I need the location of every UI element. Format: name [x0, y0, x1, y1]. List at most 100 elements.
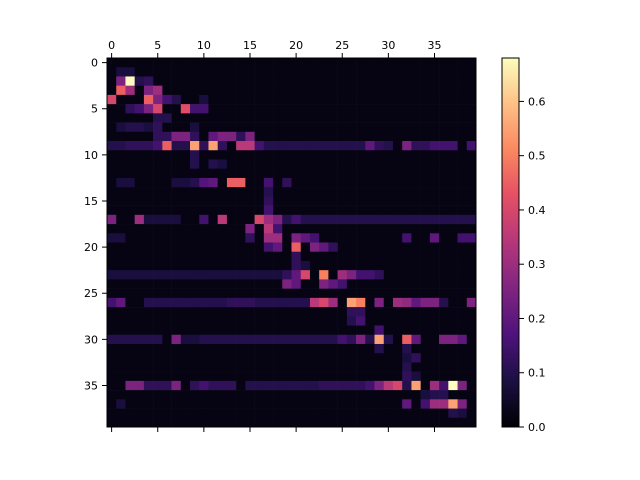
heatmap-cell [107, 325, 117, 336]
heatmap-cell [365, 187, 375, 197]
heatmap-cell [300, 67, 311, 77]
heatmap-cell [420, 316, 431, 326]
heatmap-cell [143, 196, 154, 206]
heatmap-cell [328, 150, 338, 160]
heatmap-cell [245, 279, 255, 289]
heatmap-cell [328, 325, 338, 336]
heatmap-cell [300, 131, 311, 142]
heatmap-cell [309, 187, 320, 197]
heatmap-cell [383, 58, 394, 68]
heatmap-cell [291, 58, 302, 68]
heatmap-cell [162, 297, 172, 308]
heatmap-cell [116, 297, 126, 308]
heatmap-cell [116, 196, 126, 206]
heatmap-cell [466, 362, 477, 372]
heatmap-cell [411, 260, 421, 271]
heatmap-cell [356, 380, 366, 391]
heatmap-cell [383, 288, 394, 299]
heatmap-cell [439, 260, 449, 271]
heatmap-cell [180, 371, 191, 382]
heatmap-cell [448, 85, 458, 96]
heatmap-cell [162, 371, 172, 382]
heatmap-cell [143, 150, 154, 160]
heatmap-cell [254, 297, 265, 308]
heatmap-cell [374, 334, 385, 345]
heatmap-cell [180, 150, 191, 160]
heatmap-cell [374, 224, 385, 234]
heatmap-cell [125, 85, 135, 96]
heatmap-cell [429, 260, 440, 271]
heatmap-cell [448, 325, 458, 336]
heatmap-cell [116, 205, 126, 216]
heatmap-cell [153, 168, 163, 179]
heatmap-cell [466, 113, 477, 123]
heatmap-cell [116, 113, 126, 123]
heatmap-cell [245, 177, 255, 188]
heatmap-cell [374, 316, 385, 326]
heatmap-cell [374, 325, 385, 336]
heatmap-cell [208, 270, 218, 280]
heatmap-cell [153, 399, 163, 409]
heatmap-cell [190, 94, 200, 105]
heatmap-cell [457, 177, 468, 188]
heatmap-cell [208, 76, 218, 86]
heatmap-cell [429, 168, 440, 179]
heatmap-cell [226, 214, 237, 225]
colorbar-tick-label: 0.3 [528, 258, 546, 271]
heatmap-cell [134, 177, 145, 188]
heatmap-cell [107, 159, 117, 169]
heatmap-cell [291, 279, 302, 289]
heatmap-cell [226, 371, 237, 382]
heatmap-cell [134, 242, 145, 253]
heatmap-cell [273, 242, 283, 253]
heatmap-cell [411, 214, 421, 225]
heatmap-cell [466, 85, 477, 96]
heatmap-cell [208, 113, 218, 123]
heatmap-cell [263, 141, 274, 151]
heatmap-cell [217, 76, 228, 86]
heatmap-cell [282, 297, 292, 308]
heatmap-cell [337, 297, 348, 308]
heatmap-cell [116, 288, 126, 299]
heatmap-cell [134, 288, 145, 299]
heatmap-cell [282, 399, 292, 409]
heatmap-cell [153, 390, 163, 400]
heatmap-cell [199, 362, 209, 372]
heatmap-cell [245, 371, 255, 382]
heatmap-cell [245, 168, 255, 179]
heatmap-cell [208, 141, 218, 151]
heatmap-cell [457, 159, 468, 169]
heatmap-cell [346, 399, 357, 409]
heatmap-cell [328, 94, 338, 105]
heatmap-cell [134, 131, 145, 142]
heatmap-cell [319, 67, 329, 77]
heatmap-cell [245, 224, 255, 234]
heatmap-cell [328, 307, 338, 317]
heatmap-cell [392, 177, 403, 188]
heatmap-cell [319, 325, 329, 336]
heatmap-cell [457, 224, 468, 234]
heatmap-cell [439, 288, 449, 299]
heatmap-cell [171, 288, 182, 299]
x-tick-label: 10 [197, 39, 211, 52]
heatmap-cell [153, 260, 163, 271]
heatmap-cell [411, 113, 421, 123]
heatmap-cell [263, 85, 274, 96]
heatmap-cell [226, 307, 237, 317]
heatmap-cell [429, 67, 440, 77]
heatmap-cell [125, 417, 135, 428]
heatmap-cell [300, 270, 311, 280]
heatmap-cell [374, 371, 385, 382]
heatmap-cell [134, 390, 145, 400]
heatmap-cell [245, 316, 255, 326]
heatmap-cell [429, 297, 440, 308]
heatmap-cell [356, 251, 366, 262]
heatmap-cell [125, 196, 135, 206]
heatmap-cell [226, 260, 237, 271]
heatmap-cell [171, 113, 182, 123]
heatmap-cell [226, 67, 237, 77]
heatmap-cell [282, 325, 292, 336]
heatmap-cell [162, 242, 172, 253]
heatmap-cell [337, 131, 348, 142]
heatmap-cell [217, 214, 228, 225]
